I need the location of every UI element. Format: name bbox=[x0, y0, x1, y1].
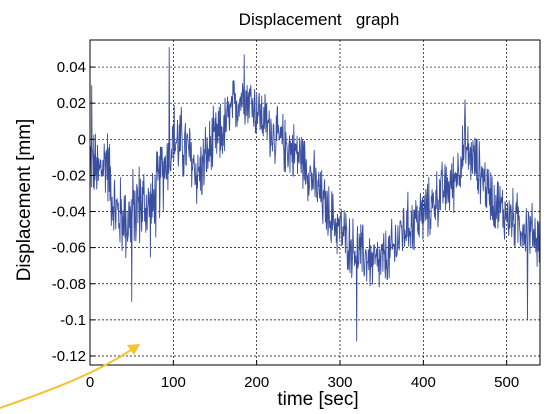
x-tick-label: 200 bbox=[244, 374, 269, 391]
x-tick-label: 300 bbox=[327, 374, 352, 391]
plot-frame bbox=[89, 39, 541, 366]
y-tick-label: 0.02 bbox=[57, 95, 86, 112]
y-tick-label: -0.04 bbox=[52, 204, 86, 221]
x-tick-label: 400 bbox=[411, 374, 436, 391]
x-tick-label: 0 bbox=[86, 374, 94, 391]
x-axis-title: time [sec] bbox=[277, 389, 358, 410]
displacement-series-line bbox=[89, 47, 541, 342]
y-tick-label: -0.08 bbox=[52, 276, 86, 293]
y-tick-label: -0.02 bbox=[52, 167, 86, 184]
y-tick-label: -0.1 bbox=[60, 312, 86, 329]
series-layer bbox=[89, 47, 541, 342]
y-axis-title: Displacement [mm] bbox=[14, 119, 35, 282]
annotation-arrow-head bbox=[127, 344, 140, 355]
y-tick-label: -0.06 bbox=[52, 240, 86, 257]
plot-area bbox=[90, 40, 540, 365]
x-axis-ticks: 0 100 200 300 400 500 bbox=[86, 360, 519, 391]
x-tick-label: 100 bbox=[161, 374, 186, 391]
annotation-arrow bbox=[0, 345, 138, 409]
y-tick-label: -0.12 bbox=[52, 348, 86, 365]
y-tick-label: 0 bbox=[78, 131, 86, 148]
y-tick-label: 0.04 bbox=[57, 59, 86, 76]
chart-title: Displacement graph bbox=[239, 10, 400, 29]
y-axis-ticks: 0.04 0.02 0 -0.02 -0.04 -0.06 -0.08 -0.1 -0.12 bbox=[52, 59, 95, 365]
x-tick-label: 500 bbox=[494, 374, 519, 391]
